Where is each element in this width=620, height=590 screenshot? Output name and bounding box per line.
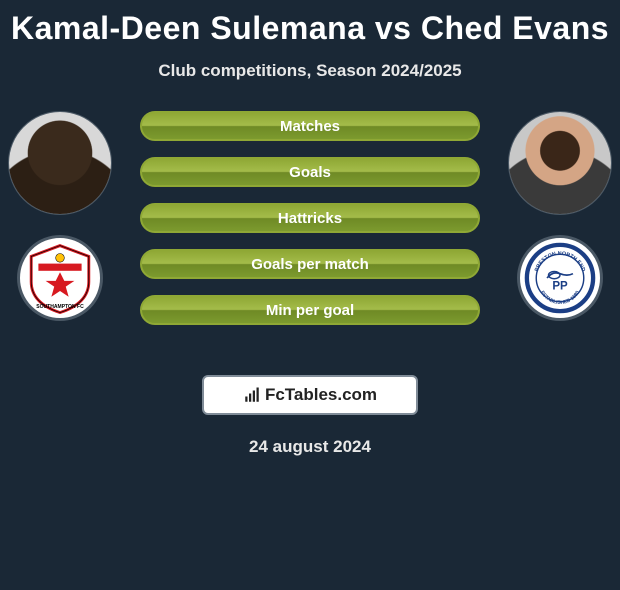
player-face-icon: [9, 112, 111, 214]
svg-text:PP: PP: [552, 281, 568, 293]
stat-pill-hattricks: Hattricks: [140, 203, 480, 233]
page-title: Kamal-Deen Sulemana vs Ched Evans: [0, 10, 620, 47]
preston-crest-icon: PP PRESTON NORTH END ESTABLISHED 1880: [524, 242, 596, 314]
right-club-crest: PP PRESTON NORTH END ESTABLISHED 1880: [517, 235, 603, 321]
right-player-photo: [508, 111, 612, 215]
stat-pill-matches: Matches: [140, 111, 480, 141]
svg-text:SOUTHAMPTON FC: SOUTHAMPTON FC: [36, 304, 84, 310]
brand-text: FcTables.com: [265, 385, 377, 405]
stat-pill-goals: Goals: [140, 157, 480, 187]
generated-date: 24 august 2024: [0, 437, 620, 457]
comparison-area: SOUTHAMPTON FC Matches Goals Hattricks G…: [0, 111, 620, 361]
left-player-stack: SOUTHAMPTON FC: [8, 111, 112, 321]
stat-pill-goals-per-match: Goals per match: [140, 249, 480, 279]
left-player-photo: [8, 111, 112, 215]
right-player-stack: PP PRESTON NORTH END ESTABLISHED 1880: [508, 111, 612, 321]
left-club-crest: SOUTHAMPTON FC: [17, 235, 103, 321]
stat-pills: Matches Goals Hattricks Goals per match …: [140, 111, 480, 325]
player-face-icon: [509, 112, 611, 214]
southampton-crest-icon: SOUTHAMPTON FC: [24, 242, 96, 314]
season-subtitle: Club competitions, Season 2024/2025: [0, 61, 620, 81]
brand-box: FcTables.com: [202, 375, 418, 415]
bar-chart-icon: [243, 386, 261, 404]
stat-pill-min-per-goal: Min per goal: [140, 295, 480, 325]
